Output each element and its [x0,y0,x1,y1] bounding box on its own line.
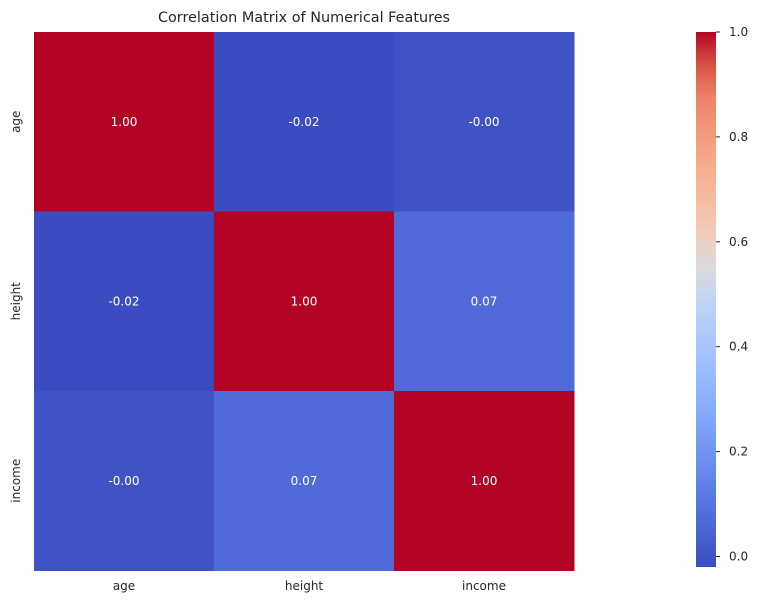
heatmap-cell [214,391,395,571]
colorbar-tick-label: 0.6 [729,235,748,249]
cell-value-label: 0.07 [471,294,498,308]
cell-value-label: -0.00 [468,115,499,129]
y-axis-tick-labels: age height income [9,111,23,503]
x-axis-tick-labels: age height income [113,579,506,593]
heatmap-cells: 1.00 -0.02 -0.00 -0.02 1.00 0.07 -0.00 0.07 1.00 [34,32,575,571]
x-tick-label: age [113,579,135,593]
heatmap-cell [394,32,575,212]
chart-title: Correlation Matrix of Numerical Features [158,10,450,26]
colorbar-ticks: 0.0 0.2 0.4 0.6 0.8 1.0 [716,25,748,564]
x-tick-label: height [285,579,324,593]
heatmap-cell [214,32,395,212]
cell-value-label: 1.00 [291,294,318,308]
colorbar-tick-label: 0.2 [729,445,748,459]
y-tick-label: height [9,282,23,321]
colorbar-tick-label: 0.8 [729,130,748,144]
colorbar-tick-label: 0.4 [729,340,748,354]
y-tick-label: age [9,111,23,133]
x-tick-label: income [462,579,506,593]
y-tick-label: income [9,459,23,503]
heatmap-cell [394,391,575,571]
heatmap-cell [34,32,215,212]
heatmap-cell [34,211,215,392]
colorbar: 0.0 0.2 0.4 0.6 0.8 1.0 [696,25,748,567]
cell-value-label: -0.02 [108,294,139,308]
heatmap-cell [34,391,215,571]
cell-value-label: 0.07 [291,474,318,488]
heatmap-cell [394,211,575,392]
heatmap-cell [214,211,395,392]
colorbar-tick-label: 1.0 [729,25,748,39]
cell-value-label: -0.00 [108,474,139,488]
cell-value-label: -0.02 [288,115,319,129]
cell-value-label: 1.00 [471,474,498,488]
colorbar-gradient [696,32,716,567]
colorbar-tick-label: 0.0 [729,550,748,564]
cell-value-label: 1.00 [111,115,138,129]
